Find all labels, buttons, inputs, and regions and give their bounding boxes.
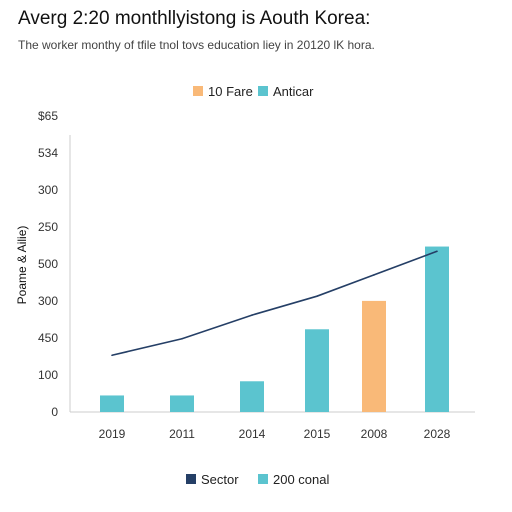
bar: [240, 381, 264, 412]
bar: [100, 395, 124, 412]
legend-top: 10 Fare Anticar: [193, 84, 314, 99]
chart-axes: [69, 135, 475, 413]
y-tick-label: 0: [51, 405, 58, 419]
legend-bottom: Sector 200 conal: [186, 472, 329, 487]
y-tick-label: $65: [38, 109, 58, 123]
line-point: [436, 250, 438, 253]
y-tick-label: 250: [38, 220, 58, 234]
legend-label: 200 conal: [273, 472, 329, 487]
x-tick-label: 2011: [169, 427, 195, 441]
chart-subtitle: The worker monthy of tfile tnol tovs edu…: [18, 38, 375, 52]
legend-label: Sector: [201, 472, 239, 487]
x-tick-label: 2015: [304, 427, 331, 441]
y-tick-label: 534: [38, 146, 58, 160]
bar: [425, 246, 449, 412]
bar: [170, 395, 194, 412]
y-axis-ticks: 0 100 450 300 500 250 300 534 $65: [38, 109, 58, 419]
legend-swatch: [193, 86, 203, 96]
line-series: [111, 250, 438, 357]
x-tick-label: 2019: [99, 427, 126, 441]
bar: [362, 300, 386, 412]
line-point: [251, 314, 253, 316]
y-axis-title: Poame & Ailie): [15, 226, 29, 305]
line-point: [316, 295, 318, 297]
line-point: [181, 337, 183, 340]
line-point: [373, 274, 375, 276]
legend-swatch: [258, 86, 268, 96]
x-tick-label: 2028: [424, 427, 451, 441]
x-axis-ticks: 2019 2011 2014 2015 2008 2028: [99, 427, 451, 441]
legend-swatch: [186, 474, 196, 484]
bar: [305, 329, 329, 412]
bar-series: [100, 246, 449, 412]
y-tick-label: 100: [38, 368, 58, 382]
x-tick-label: 2014: [239, 427, 266, 441]
line-path: [111, 250, 438, 357]
chart-title: Averg 2:20 monthllyistong is Aouth Korea…: [18, 8, 371, 29]
legend-swatch: [258, 474, 268, 484]
y-tick-label: 450: [38, 331, 58, 345]
legend-label: 10 Fare: [208, 84, 253, 99]
line-point: [111, 354, 113, 357]
y-tick-label: 300: [38, 294, 58, 308]
legend-label: Anticar: [273, 84, 314, 99]
x-tick-label: 2008: [361, 427, 388, 441]
y-tick-label: 300: [38, 183, 58, 197]
y-tick-label: 500: [38, 257, 58, 271]
